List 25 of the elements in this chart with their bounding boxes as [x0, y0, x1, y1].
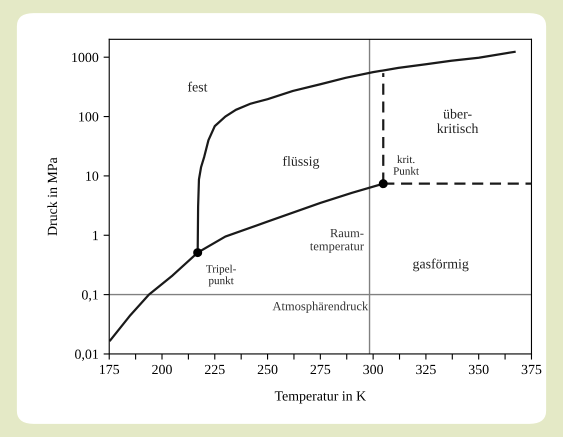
x-tick-label: 350 [468, 364, 489, 374]
y-tick-label: 100 [79, 112, 98, 122]
x-axis-title: Temperatur in K [274, 391, 366, 404]
y-tick-label: 10 [86, 171, 98, 181]
y-tick-label: 1 [93, 230, 98, 240]
x-tick-label: 250 [258, 364, 278, 374]
annotation: fest [188, 82, 208, 92]
x-tick-label: 225 [204, 364, 225, 374]
y-tick-label: 0,01 [75, 350, 98, 361]
annotation: Tripel- punkt [206, 264, 236, 286]
annotation: gasförmig [413, 258, 469, 272]
annotation: flüssig [282, 156, 320, 169]
x-tick-label: 375 [522, 364, 542, 374]
x-tick-label: 275 [310, 364, 330, 374]
ref-line-label: Raum- temperatur [310, 228, 364, 253]
y-axis-title: Druck in MPa [47, 157, 58, 236]
x-tick-label: 300 [363, 364, 384, 374]
x-tick-label: 175 [100, 364, 120, 374]
annotation: krit. Punkt [393, 155, 419, 175]
y-tick-label: 1000 [72, 52, 98, 62]
annotation: über- kritisch [437, 108, 478, 134]
x-tick-label: 325 [416, 364, 436, 374]
y-tick-label: 0,1 [82, 290, 98, 302]
ref-line-label: Atmosphärendruck [272, 302, 368, 313]
x-tick-label: 200 [152, 364, 172, 374]
